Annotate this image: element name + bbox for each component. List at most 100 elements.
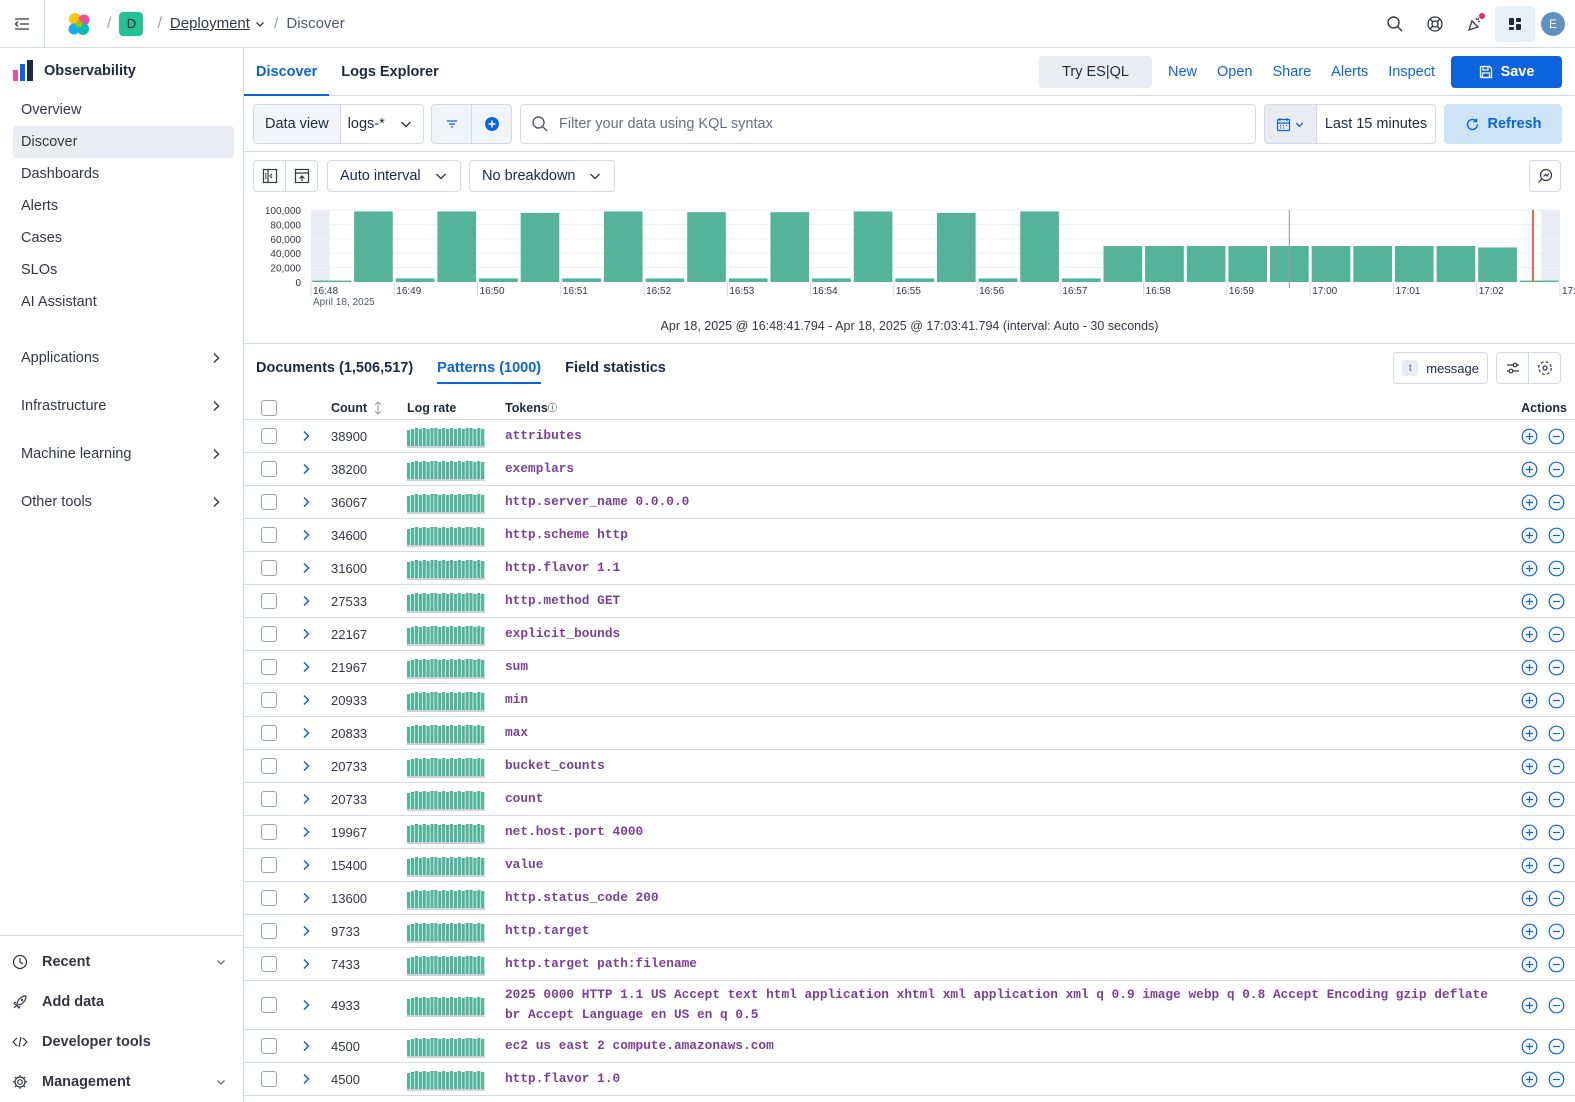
expand-row-button[interactable] <box>286 495 326 509</box>
expand-row-button[interactable] <box>286 528 326 542</box>
table-row[interactable]: 19967 net.host.port 4000 <box>244 816 1575 849</box>
expand-row-button[interactable] <box>286 825 326 839</box>
user-avatar[interactable]: E <box>1541 12 1565 36</box>
filter-out-icon[interactable] <box>1548 857 1565 874</box>
help-button[interactable] <box>1415 6 1455 42</box>
data-view-picker[interactable]: Data view logs-* <box>253 104 424 144</box>
kql-input[interactable] <box>559 116 1209 132</box>
filter-in-icon[interactable] <box>1521 527 1538 544</box>
sidebar-recent[interactable]: Recent <box>0 942 243 982</box>
table-row[interactable]: 20733 bucket_counts <box>244 750 1575 783</box>
filter-in-icon[interactable] <box>1521 857 1538 874</box>
expand-row-button[interactable] <box>286 429 326 443</box>
elastic-logo-icon[interactable] <box>59 0 99 48</box>
search-button[interactable] <box>1375 6 1415 42</box>
filter-in-icon[interactable] <box>1521 560 1538 577</box>
sidebar-management[interactable]: Management <box>0 1062 243 1102</box>
filter-in-icon[interactable] <box>1521 428 1538 445</box>
table-row[interactable]: 7433 http.target path:filename <box>244 948 1575 981</box>
filter-out-icon[interactable] <box>1548 923 1565 940</box>
toggle-chart-button[interactable] <box>286 161 317 191</box>
sidebar-group-machine-learning[interactable]: Machine learning <box>0 430 243 478</box>
refresh-button[interactable]: Refresh <box>1444 104 1562 144</box>
filter-out-icon[interactable] <box>1548 890 1565 907</box>
expand-row-button[interactable] <box>286 693 326 707</box>
sidebar-title[interactable]: Observability <box>0 48 243 94</box>
row-checkbox[interactable] <box>260 956 277 972</box>
table-row[interactable]: 20933 min <box>244 684 1575 717</box>
table-row[interactable]: 31600 http.flavor 1.1 <box>244 552 1575 585</box>
filter-out-icon[interactable] <box>1548 692 1565 709</box>
filter-in-icon[interactable] <box>1521 890 1538 907</box>
pattern-field-selector[interactable]: t message <box>1393 352 1488 384</box>
table-row[interactable]: 27533 http.method GET <box>244 585 1575 618</box>
table-row[interactable]: 21967 sum <box>244 651 1575 684</box>
tab-discover[interactable]: Discover <box>244 48 330 96</box>
interval-dropdown[interactable]: Auto interval <box>327 160 461 192</box>
sidebar-item-slos[interactable]: SLOs <box>21 262 58 278</box>
expand-row-button[interactable] <box>286 792 326 806</box>
try-esql-button[interactable]: Try ES|QL <box>1039 56 1152 88</box>
open-link[interactable]: Open <box>1216 64 1253 80</box>
row-checkbox[interactable] <box>260 997 277 1013</box>
new-link[interactable]: New <box>1167 64 1197 80</box>
filter-out-icon[interactable] <box>1548 956 1565 973</box>
inspect-link[interactable]: Inspect <box>1388 64 1435 80</box>
table-row[interactable]: 22167 explicit_bounds <box>244 618 1575 651</box>
filter-in-icon[interactable] <box>1521 956 1538 973</box>
filter-in-icon[interactable] <box>1521 659 1538 676</box>
table-row[interactable]: 4500 ec2 us east 2 compute.amazonaws.com <box>244 1030 1575 1063</box>
alerts-link[interactable]: Alerts <box>1331 64 1369 80</box>
expand-row-button[interactable] <box>286 1039 326 1053</box>
row-checkbox[interactable] <box>260 593 277 609</box>
expand-row-button[interactable] <box>286 594 326 608</box>
table-row[interactable]: 4933 2025 0000 HTTP 1.1 US Accept text ht… <box>244 981 1575 1030</box>
expand-row-button[interactable] <box>286 858 326 872</box>
space-avatar[interactable]: D <box>119 11 144 36</box>
filter-out-icon[interactable] <box>1548 626 1565 643</box>
row-checkbox[interactable] <box>260 923 277 939</box>
tab-documents[interactable]: Documents (1,506,517) <box>256 360 414 376</box>
expand-row-button[interactable] <box>286 462 326 476</box>
row-checkbox[interactable] <box>260 494 277 510</box>
filter-menu-button[interactable] <box>432 105 472 143</box>
row-checkbox[interactable] <box>260 461 277 477</box>
filter-out-icon[interactable] <box>1548 659 1565 676</box>
sidebar-item-dashboards[interactable]: Dashboards <box>21 166 100 182</box>
expand-row-button[interactable] <box>286 726 326 740</box>
expand-row-button[interactable] <box>286 561 326 575</box>
row-checkbox[interactable] <box>260 758 277 774</box>
expand-row-button[interactable] <box>286 891 326 905</box>
time-picker[interactable]: Last 15 minutes <box>1264 104 1436 144</box>
sidebar-item-alerts[interactable]: Alerts <box>21 198 59 214</box>
filter-in-icon[interactable] <box>1521 593 1538 610</box>
sidebar-group-applications[interactable]: Applications <box>0 334 243 382</box>
toggle-sidebar-button[interactable] <box>254 161 286 191</box>
row-checkbox[interactable] <box>260 857 277 873</box>
row-checkbox[interactable] <box>260 1038 277 1054</box>
time-range-label[interactable]: Last 15 minutes <box>1324 116 1428 132</box>
table-row[interactable]: 20733 count <box>244 783 1575 816</box>
expand-row-button[interactable] <box>286 998 326 1012</box>
filter-in-icon[interactable] <box>1521 692 1538 709</box>
add-filter-button[interactable] <box>472 105 511 143</box>
filter-out-icon[interactable] <box>1548 1038 1565 1055</box>
pattern-settings-button[interactable] <box>1497 353 1529 383</box>
share-link[interactable]: Share <box>1272 64 1312 80</box>
apps-button[interactable] <box>1495 6 1535 42</box>
table-row[interactable]: 20833 max <box>244 717 1575 750</box>
filter-out-icon[interactable] <box>1548 593 1565 610</box>
filter-in-icon[interactable] <box>1521 997 1538 1014</box>
row-checkbox[interactable] <box>260 725 277 741</box>
row-checkbox[interactable] <box>260 824 277 840</box>
sidebar-item-ai-assistant[interactable]: AI Assistant <box>21 294 97 310</box>
filter-in-icon[interactable] <box>1521 1071 1538 1088</box>
sidebar-group-other-tools[interactable]: Other tools <box>0 478 243 526</box>
table-row[interactable]: 36067 http.server_name 0.0.0.0 <box>244 486 1575 519</box>
filter-out-icon[interactable] <box>1548 791 1565 808</box>
sidebar-group-infrastructure[interactable]: Infrastructure <box>0 382 243 430</box>
filter-in-icon[interactable] <box>1521 791 1538 808</box>
filter-out-icon[interactable] <box>1548 997 1565 1014</box>
sidebar-item-cases[interactable]: Cases <box>21 230 63 246</box>
table-row[interactable]: 15400 value <box>244 849 1575 882</box>
